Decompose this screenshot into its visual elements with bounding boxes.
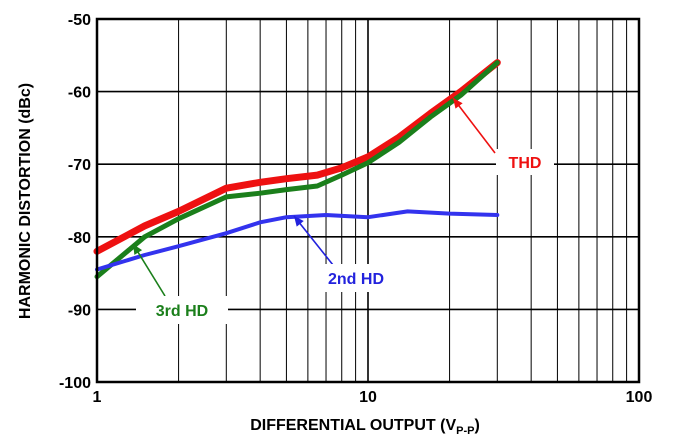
x-tick-label: 10 — [359, 389, 377, 406]
plot-frame — [95, 17, 641, 384]
3rd-hd-label-box — [136, 296, 228, 324]
thd-label: THD — [509, 155, 542, 172]
series-line-thd — [93, 59, 501, 255]
3rd-hd-arrow-head — [133, 244, 143, 255]
y-tick-label: -80 — [68, 230, 91, 247]
x-axis-label-close: ) — [474, 417, 479, 434]
2nd-hd-arrow-head — [294, 216, 304, 227]
x-tick-labels: 1 10 100 — [93, 389, 653, 406]
y-tick-label: -50 — [68, 12, 91, 29]
2nd-hd-label-box — [310, 264, 402, 292]
thd-arrow-line — [452, 97, 496, 154]
y-tick-label: -100 — [59, 375, 91, 392]
thd-arrow-head — [453, 98, 463, 109]
y-tick-label: -60 — [68, 85, 91, 102]
3rd-hd-label: 3rd HD — [156, 303, 208, 320]
annotations: THD 2nd HD 3rd HD — [132, 97, 554, 324]
x-tick-label: 1 — [93, 389, 102, 406]
x-axis-label: DIFFERENTIAL OUTPUT (VP-P) — [250, 417, 480, 437]
2nd-hd-arrow-line — [293, 215, 334, 266]
series-lines — [93, 59, 501, 280]
2nd-hd-label: 2nd HD — [328, 271, 384, 288]
series-line-2nd-hd — [95, 209, 500, 272]
y-tick-labels: -50 -60 -70 -80 -90 -100 — [59, 12, 91, 392]
series-line-3rd-hd — [94, 60, 500, 280]
3rd-hd-arrow-line — [132, 243, 166, 297]
y-tick-label: -90 — [68, 302, 91, 319]
x-axis-label-subscript: P-P — [456, 425, 474, 437]
thd-label-box — [496, 149, 554, 175]
x-axis-label-main: DIFFERENTIAL OUTPUT (V — [250, 417, 456, 434]
x-tick-label: 100 — [626, 389, 653, 406]
y-tick-label: -70 — [68, 157, 91, 174]
y-axis-label: HARMONIC DISTORTION (dBc) — [17, 83, 34, 319]
grid — [97, 19, 639, 382]
